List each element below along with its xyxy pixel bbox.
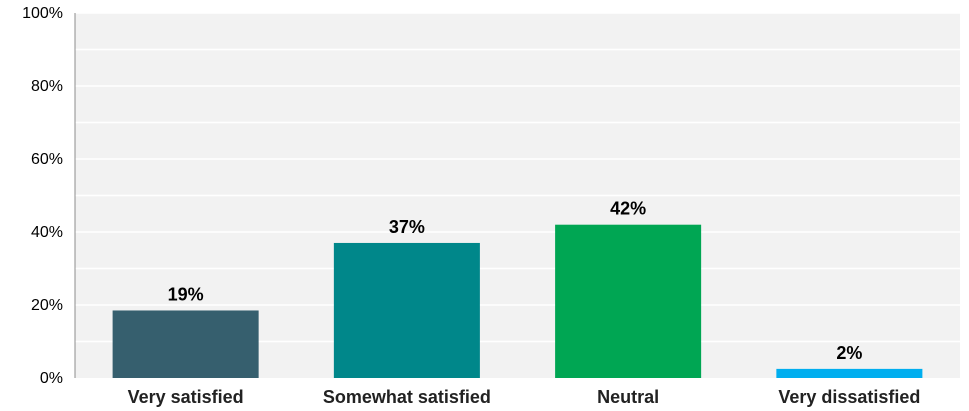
bar: [776, 368, 923, 378]
y-tick-label: 40%: [31, 224, 63, 241]
x-tick-label: Very dissatisfied: [778, 387, 920, 407]
data-label: 42%: [610, 199, 646, 219]
y-tick-label: 60%: [31, 151, 63, 168]
data-label: 19%: [168, 284, 204, 304]
gridlines: [75, 12, 960, 343]
x-axis: Very satisfied Somewhat satisfied Neutral V…: [128, 387, 921, 407]
y-tick-label: 20%: [31, 297, 63, 314]
y-axis: 0% 20% 40% 60% 80% 100%: [22, 5, 76, 387]
y-tick-label: 80%: [31, 78, 63, 95]
x-tick-label: Neutral: [597, 387, 659, 407]
data-label: 37%: [389, 217, 425, 237]
x-tick-label: Somewhat satisfied: [323, 387, 491, 407]
y-tick-label: 100%: [22, 5, 63, 22]
bar: [333, 242, 480, 378]
bar: [112, 310, 259, 378]
x-tick-label: Very satisfied: [128, 387, 244, 407]
bars: 19% 37% 42% 2%: [112, 199, 923, 378]
y-tick-label: 0%: [40, 370, 63, 387]
data-label: 2%: [836, 343, 862, 363]
bar: [555, 224, 702, 378]
